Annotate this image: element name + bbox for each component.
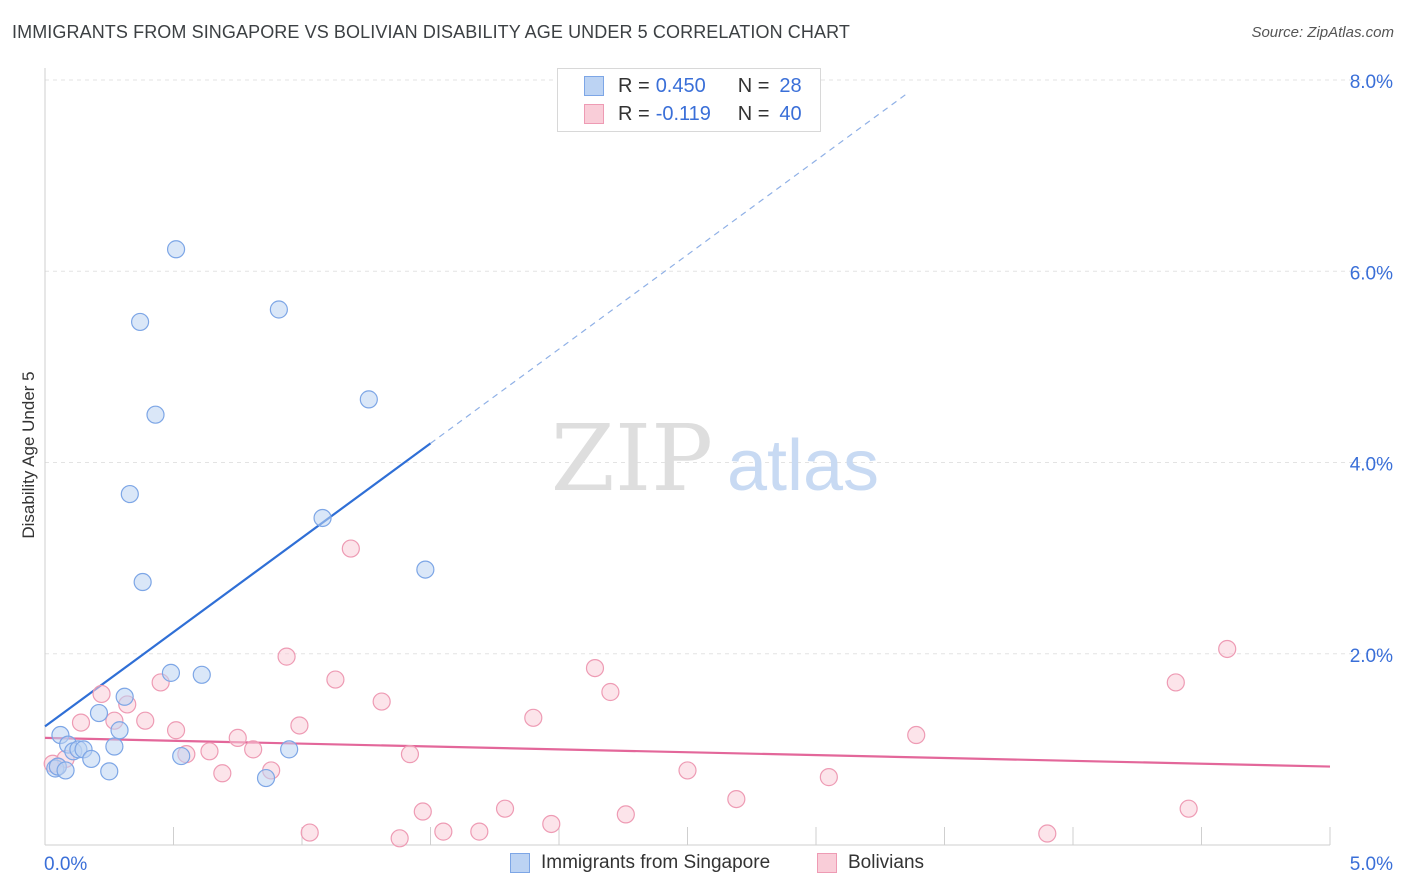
data-point-bolivians	[470, 822, 489, 841]
legend-r-label: R =	[618, 74, 650, 97]
legend-n-value: 28	[779, 74, 802, 97]
data-point-bolivians	[341, 539, 360, 558]
data-point-bolivians	[166, 721, 186, 740]
data-point-singapore	[269, 300, 288, 319]
data-point-singapore	[280, 740, 299, 759]
data-point-singapore	[161, 663, 181, 682]
x-tick-label: 5.0%	[1350, 854, 1393, 875]
data-point-bolivians	[585, 658, 605, 678]
data-point-bolivians	[244, 740, 263, 759]
data-point-singapore	[105, 737, 124, 756]
series-legend: Immigrants from Singapore Bolivians	[0, 852, 1406, 878]
data-point-bolivians	[1218, 639, 1237, 659]
y-tick-label: 6.0%	[1350, 263, 1393, 284]
chart-title: IMMIGRANTS FROM SINGAPORE VS BOLIVIAN DI…	[12, 22, 850, 42]
data-point-bolivians	[542, 814, 561, 834]
data-point-bolivians	[71, 713, 91, 732]
data-point-bolivians	[1166, 673, 1185, 692]
data-point-singapore	[313, 508, 332, 528]
watermark-atlas: atlas	[727, 426, 879, 506]
legend-r-value: 0.450	[655, 74, 706, 97]
data-point-bolivians	[434, 822, 453, 841]
data-point-singapore	[192, 665, 211, 684]
legend-n-label: N =	[737, 102, 770, 125]
data-points	[43, 240, 1237, 848]
legend-n-label: N =	[737, 74, 770, 97]
legend-n-value: 40	[779, 102, 802, 125]
data-point-bolivians	[1038, 824, 1057, 843]
data-point-bolivians	[92, 684, 111, 704]
data-point-bolivians	[326, 670, 345, 689]
legend-label-singapore: Immigrants from Singapore	[541, 852, 771, 873]
data-point-singapore	[110, 721, 129, 740]
legend-label-bolivians: Bolivians	[848, 852, 925, 873]
data-point-bolivians	[819, 768, 838, 787]
legend-r-value: -0.119	[655, 102, 711, 125]
data-point-bolivians	[228, 728, 247, 748]
data-point-singapore	[100, 762, 119, 781]
data-point-bolivians	[213, 764, 232, 783]
data-point-singapore	[120, 484, 139, 504]
trend-line-singapore	[44, 442, 432, 728]
legend-row-bolivians: R = -0.119 N = 40	[558, 101, 802, 127]
data-point-singapore	[416, 560, 435, 579]
y-tick-label: 8.0%	[1350, 72, 1393, 93]
grid-lines	[45, 79, 1390, 655]
data-point-bolivians	[300, 823, 319, 842]
x-tick-label: 0.0%	[44, 854, 87, 875]
data-point-bolivians	[727, 789, 746, 809]
data-point-singapore	[115, 687, 134, 706]
correlation-legend: R = 0.450 N = 28 R = -0.119 N = 40	[557, 68, 821, 132]
legend-item-bolivians[interactable]: Bolivians	[817, 852, 924, 874]
legend-swatch-pink	[817, 853, 837, 873]
watermark: ZIP atlas	[551, 405, 879, 512]
data-point-singapore	[256, 768, 276, 788]
data-point-bolivians	[907, 725, 926, 745]
data-point-bolivians	[413, 802, 432, 821]
data-point-bolivians	[277, 647, 296, 666]
data-point-bolivians	[372, 692, 391, 711]
data-point-singapore	[89, 703, 109, 723]
legend-swatch-blue	[584, 76, 604, 96]
y-tick-label: 4.0%	[1350, 455, 1393, 476]
data-point-bolivians	[1179, 799, 1198, 818]
data-point-bolivians	[136, 711, 155, 730]
tick-labels: 2.0% 4.0% 6.0% 8.0% 0.0% 5.0%	[44, 72, 1393, 875]
legend-swatch-pink	[584, 104, 604, 124]
data-point-singapore	[133, 572, 152, 592]
data-point-bolivians	[524, 708, 543, 727]
axes	[44, 68, 1331, 846]
data-point-singapore	[166, 240, 186, 259]
legend-swatch-blue	[510, 853, 530, 873]
legend-r-label: R =	[618, 102, 650, 125]
data-point-singapore	[172, 746, 191, 766]
data-point-bolivians	[400, 745, 420, 764]
data-point-singapore	[56, 761, 75, 780]
trend-line-singapore-extension	[430, 93, 907, 444]
data-point-bolivians	[390, 829, 409, 848]
data-point-singapore	[130, 312, 150, 332]
watermark-zip: ZIP	[551, 405, 713, 512]
legend-item-singapore[interactable]: Immigrants from Singapore	[510, 852, 770, 874]
data-point-bolivians	[601, 682, 620, 702]
y-tick-label: 2.0%	[1350, 646, 1393, 667]
data-point-singapore	[359, 390, 378, 409]
data-point-bolivians	[495, 799, 515, 818]
data-point-singapore	[146, 405, 165, 424]
data-point-bolivians	[290, 716, 309, 735]
data-point-bolivians	[616, 805, 635, 824]
data-point-bolivians	[200, 742, 219, 761]
legend-row-singapore: R = 0.450 N = 28	[558, 73, 802, 99]
y-axis-label: Disability Age Under 5	[19, 371, 38, 538]
data-point-bolivians	[678, 761, 697, 780]
source-credit: Source: ZipAtlas.com	[1251, 24, 1394, 41]
data-point-singapore	[82, 749, 101, 769]
